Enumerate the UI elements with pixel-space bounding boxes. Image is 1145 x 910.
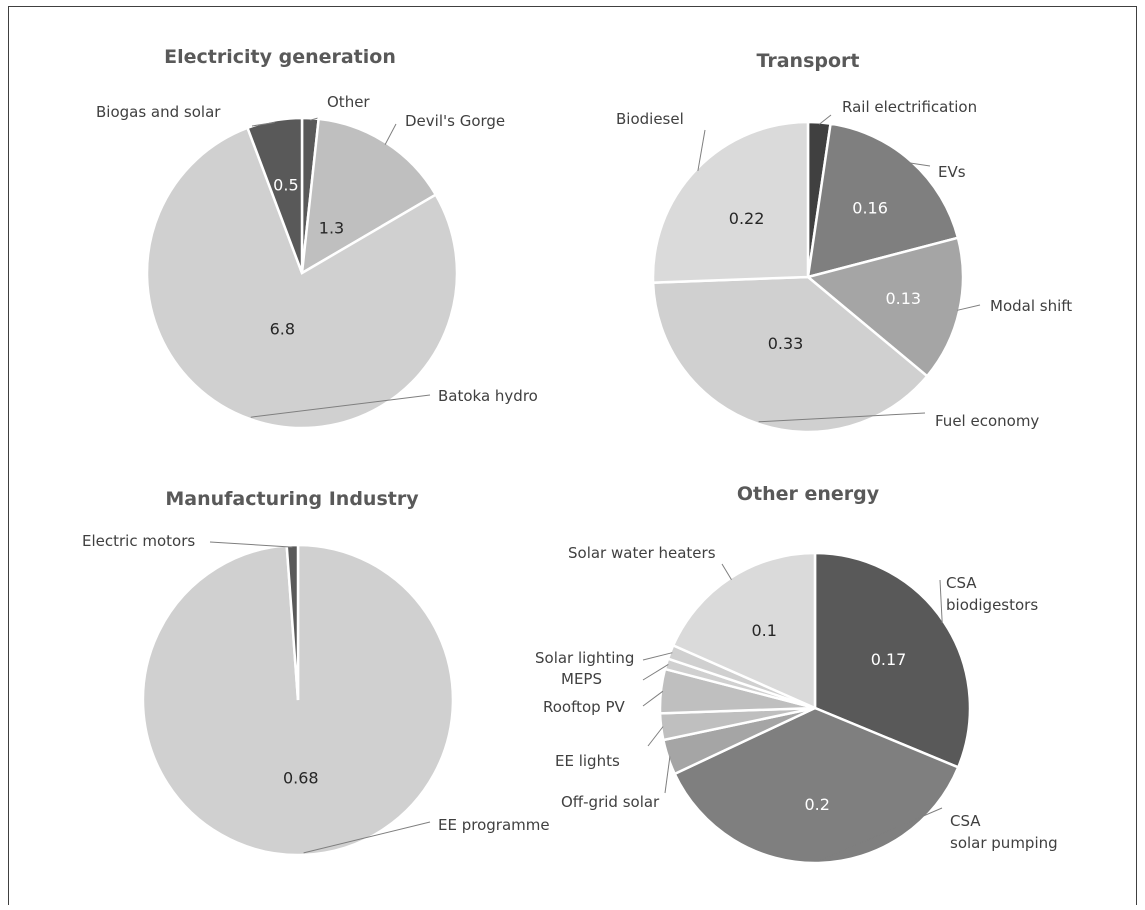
leader-line-2-1 [209,541,293,548]
figure-border [8,6,1137,910]
category-label-1-4: Biodiesel [616,110,684,128]
leader-line-3-1 [818,807,943,862]
category-label-1-0: Rail electrification [842,98,977,116]
category-label-3-7: Solar water heaters [568,544,716,562]
data-label-1-3: 0.33 [768,334,804,353]
leader-line-3-7 [721,563,732,581]
category-label-3-0-line0: CSA [946,574,977,592]
data-label-1-1: 0.16 [852,199,888,218]
leader-line-0-3 [251,122,275,127]
category-label-0-3: Biogas and solar [96,103,221,121]
data-label-0-2: 6.8 [270,320,295,339]
pie-slice-0-2 [145,126,459,430]
pie-slice-3-0 [813,551,972,769]
data-label-0-3: 0.5 [273,176,298,195]
pie-slice-3-1 [673,706,960,865]
category-label-3-3: EE lights [555,752,620,770]
category-label-3-4: Rooftop PV [543,698,626,716]
pie-slice-1-3 [651,275,929,434]
category-label-2-1: Electric motors [82,532,195,550]
leader-line-3-2 [664,756,671,794]
category-label-0-0: Other [327,93,370,111]
leader-line-3-5 [642,663,669,681]
leader-line-1-3 [758,412,926,423]
leader-line-3-3 [647,726,664,747]
category-label-0-2: Batoka hydro [438,387,538,405]
leader-line-0-1 [384,123,397,145]
leader-line-3-0 [939,579,943,624]
leader-line-0-0 [310,117,319,121]
leader-line-1-0 [818,114,832,125]
chart-title-other-energy: Other energy [737,483,880,505]
data-label-1-4: 0.22 [729,209,765,228]
pie-transport: Rail electrification 0.16 EVs 0.13 Modal shi… [616,98,1072,434]
category-label-3-1-line0: CSA [950,812,981,830]
chart-title-electricity: Electricity generation [164,46,396,68]
category-label-0-1: Devil's Gorge [405,112,505,130]
leader-line-3-4 [642,690,664,707]
category-label-3-2: Off-grid solar [561,793,660,811]
data-label-2-0: 0.68 [283,768,319,787]
data-label-3-7: 0.1 [751,621,776,640]
category-label-2-0: EE programme [438,816,550,834]
data-label-1-2: 0.13 [885,289,921,308]
pie-slice-1-4 [651,120,810,284]
leader-line-0-2 [250,394,431,418]
data-label-3-1: 0.2 [804,795,829,814]
data-label-3-0: 0.17 [871,650,907,669]
leader-line-2-0 [303,821,431,854]
category-label-1-3: Fuel economy [935,412,1039,430]
category-label-3-0-line1: biodigestors [946,596,1038,614]
pie-other-energy: 0.17 CSA biodigestors 0.2 CSA solar pumping Of… [535,544,1058,865]
data-label-0-1: 1.3 [319,219,344,238]
chart-title-transport: Transport [756,50,859,72]
pie-slice-1-1 [806,122,960,279]
category-label-3-5: MEPS [561,670,602,688]
category-label-3-6: Solar lighting [535,649,634,667]
category-label-1-2: Modal shift [990,297,1072,315]
pie-electricity-generation: Other 1.3 Devil's Gorge 6.8 Batoka hydro 0.5 B… [96,93,538,430]
category-label-1-1: EVs [938,163,966,181]
pie-slice-1-2 [805,236,965,378]
leader-line-3-6 [642,652,673,661]
pie-slice-0-3 [245,116,304,274]
leader-line-1-2 [957,304,981,311]
leader-line-1-1 [910,162,931,167]
category-label-3-1-line1: solar pumping [950,834,1058,852]
leader-line-1-4 [697,129,706,171]
pie-slice-2-1 [285,543,300,701]
chart-title-manufacturing: Manufacturing Industry [165,488,419,510]
pie-manufacturing-industry: 0.68 EE programme Electric motors [82,532,550,857]
